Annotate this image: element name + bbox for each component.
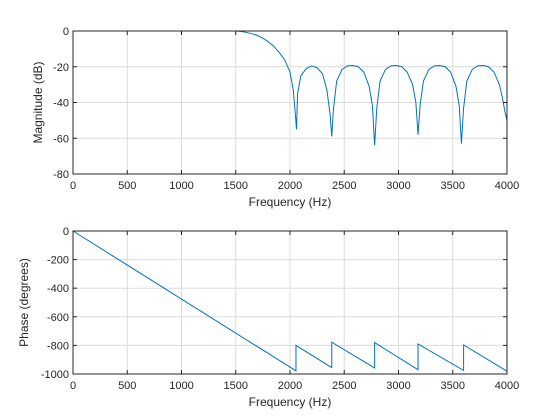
x-tick-label: 1500 xyxy=(224,380,248,392)
x-tick-label: 2500 xyxy=(332,180,356,192)
x-tick-label: 1500 xyxy=(224,180,248,192)
phase-y-axis-label: Phase (degrees) xyxy=(17,258,31,347)
x-axis-label: Frequency (Hz) xyxy=(249,195,332,209)
x-tick-label: 4000 xyxy=(495,380,519,392)
y-tick-label: 0 xyxy=(63,226,69,238)
phase-trace xyxy=(72,230,508,372)
y-tick-label: -800 xyxy=(47,340,69,352)
x-tick-label: 500 xyxy=(118,180,136,192)
y-tick-label: 0 xyxy=(63,26,69,38)
x-tick-label: 3000 xyxy=(386,380,410,392)
magnitude-plot: 0 500 1000 1500 2000 2500 3000 3500 4000 0 -20 -40 -… xyxy=(31,26,519,209)
x-tick-label: 3000 xyxy=(386,180,410,192)
y-tick-label: -1000 xyxy=(41,369,69,381)
x-tick-label: 1000 xyxy=(169,380,193,392)
y-tick-label: -80 xyxy=(53,169,69,181)
x-tick-label: 0 xyxy=(70,380,76,392)
y-tick-label: -600 xyxy=(47,312,69,324)
magnitude-y-axis-label: Magnitude (dB) xyxy=(31,61,45,143)
y-tick-label: -60 xyxy=(53,133,69,145)
y-tick-label: -40 xyxy=(53,98,69,110)
y-tick-label: -400 xyxy=(47,283,69,295)
x-tick-label: 4000 xyxy=(495,180,519,192)
x-tick-label: 3500 xyxy=(441,180,465,192)
x-tick-label: 3500 xyxy=(441,380,465,392)
y-tick-label: -20 xyxy=(53,62,69,74)
x-tick-label: 500 xyxy=(118,380,136,392)
phase-plot: 0 500 1000 1500 2000 2500 3000 3500 4000 0 -200 -40… xyxy=(17,226,519,409)
x-tick-label: 2000 xyxy=(278,180,302,192)
x-tick-label: 0 xyxy=(70,180,76,192)
y-tick-label: -200 xyxy=(47,255,69,267)
x-tick-label: 1000 xyxy=(169,180,193,192)
magnitude-trace xyxy=(73,30,508,146)
x-tick-label: 2500 xyxy=(332,380,356,392)
x-tick-label: 2000 xyxy=(278,380,302,392)
x-axis-label: Frequency (Hz) xyxy=(249,395,332,409)
